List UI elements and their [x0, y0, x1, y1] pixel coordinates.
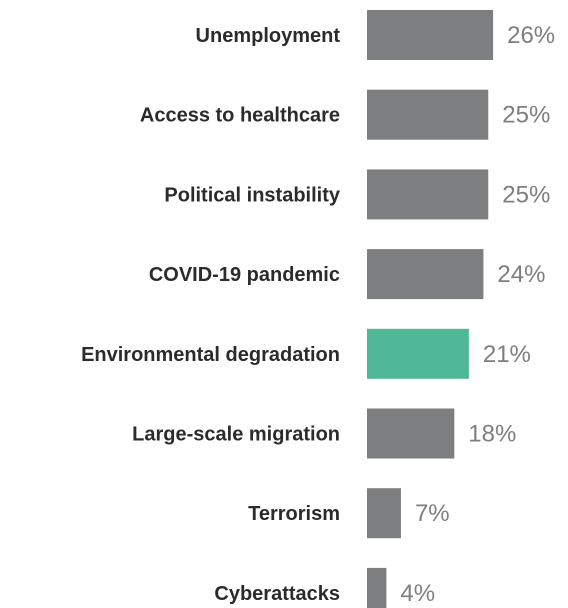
category-label: Terrorism: [248, 503, 340, 525]
category-label: Unemployment: [196, 25, 341, 47]
category-label: Large-scale migration: [132, 424, 340, 446]
bar-highlighted: [367, 328, 469, 379]
value-label: 21%: [483, 341, 531, 368]
value-label: 25%: [502, 181, 550, 208]
value-label: 25%: [502, 102, 550, 129]
value-label: 4%: [400, 580, 435, 607]
chart-rows: Unemployment 26% Access to healthcare 25% Po…: [81, 10, 555, 608]
bar: [367, 408, 455, 459]
value-label: 26%: [507, 22, 555, 49]
bar: [367, 567, 387, 608]
value-label: 7%: [415, 500, 450, 527]
bar: [367, 249, 484, 300]
bar: [367, 10, 494, 60]
category-label: Political instability: [164, 184, 340, 206]
value-label: 18%: [468, 421, 516, 448]
category-label: Cyberattacks: [214, 583, 340, 605]
bar: [367, 89, 489, 140]
bar: [367, 169, 489, 220]
category-label: Environmental degradation: [81, 344, 340, 366]
value-label: 24%: [497, 261, 545, 288]
category-label: COVID-19 pandemic: [149, 264, 340, 286]
bar: [367, 488, 401, 539]
category-label: Access to healthcare: [140, 105, 340, 127]
